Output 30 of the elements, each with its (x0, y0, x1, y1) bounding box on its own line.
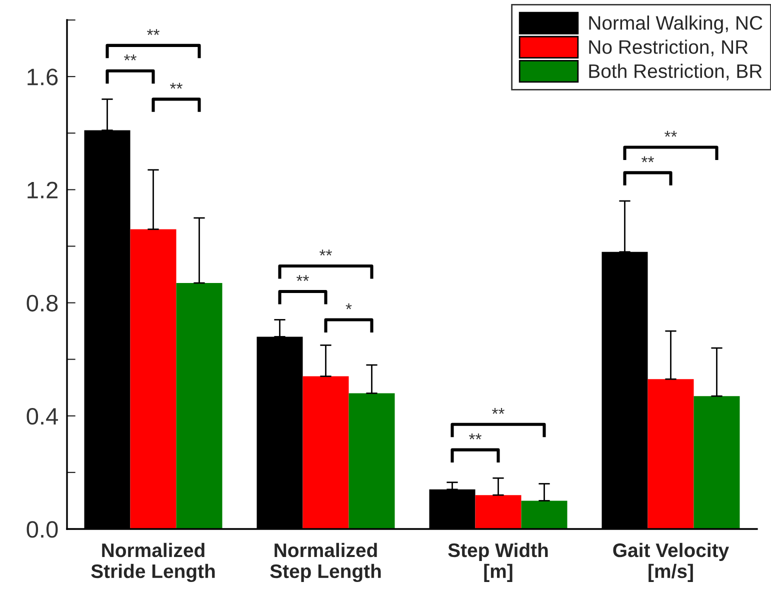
bar (521, 500, 568, 529)
bar (302, 376, 349, 529)
x-tick-label: Step Width [m] (448, 542, 548, 582)
y-tick-label: 0.4 (26, 408, 58, 425)
annotation: ** (296, 275, 309, 281)
x-tick-label: Normalized Stride Length (91, 542, 215, 582)
annotation: ** (170, 82, 182, 89)
bar (176, 282, 222, 529)
legend-label: Normal Walking, NC (589, 16, 762, 34)
annotation: * (346, 303, 352, 310)
annotation: ** (124, 54, 136, 60)
annotation: ** (147, 29, 160, 35)
annotation: ** (642, 156, 654, 162)
annotation: ** (320, 250, 332, 256)
y-tick-label: 1.6 (28, 68, 58, 86)
annotation: ** (492, 408, 504, 414)
annotation: ** (664, 130, 677, 137)
bar (475, 495, 522, 529)
legend-label: Both Restriction, BR (589, 64, 762, 80)
bar (348, 393, 395, 529)
legend-label: No Restriction, NR (589, 40, 748, 56)
y-tick-label: 1.2 (28, 182, 58, 198)
y-tick-label: 0.8 (26, 294, 58, 312)
y-tick-label: 0.0 (26, 521, 58, 538)
x-tick-label: Normalized Step Length (270, 542, 381, 582)
bar (648, 379, 694, 529)
annotation: ** (469, 433, 482, 440)
bar (130, 229, 176, 529)
x-tick-label: Gait Velocity [m/s] (613, 542, 730, 582)
bar (694, 396, 740, 529)
